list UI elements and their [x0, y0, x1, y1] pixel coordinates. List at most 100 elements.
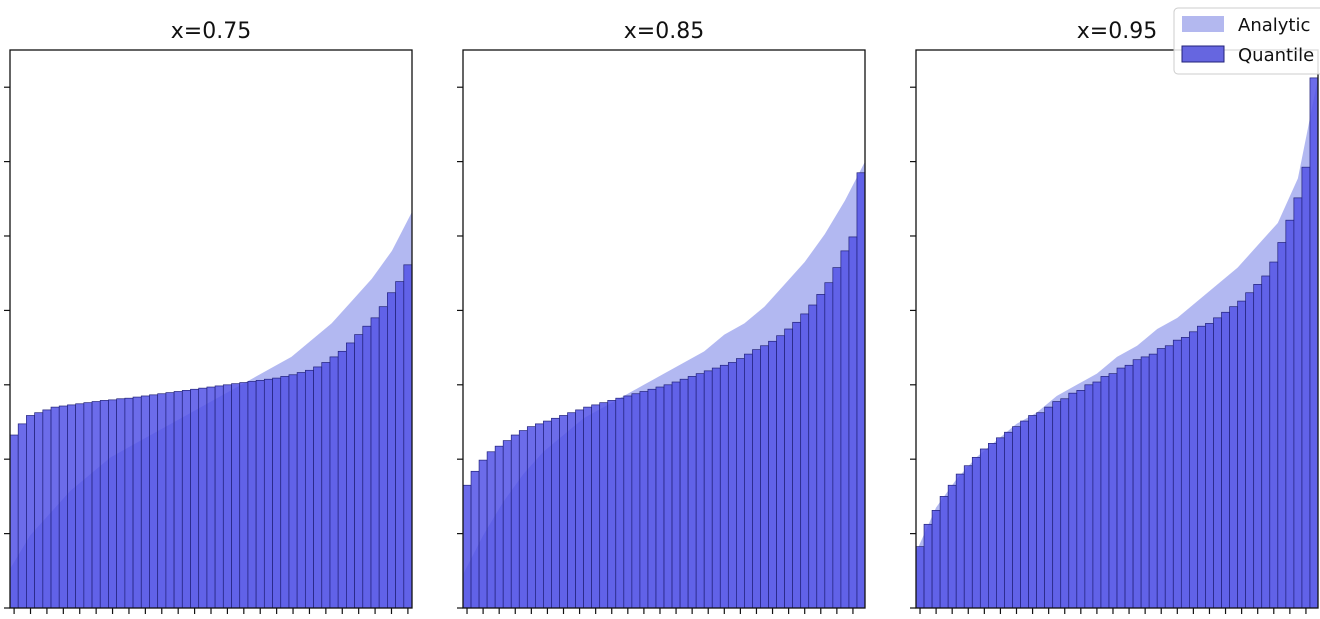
quantile-bar: [808, 304, 818, 609]
quantile-bar: [17, 423, 27, 609]
quantile-bar: [214, 385, 224, 609]
quantile-bar: [173, 391, 183, 609]
quantile-bar: [559, 415, 568, 609]
quantile-bar: [346, 342, 355, 609]
quantile-bar: [631, 393, 641, 609]
quantile-bar: [1084, 384, 1094, 609]
quantile-bar: [988, 443, 997, 609]
quantile-bar: [263, 378, 273, 609]
quantile-bar: [321, 362, 331, 609]
legend-swatch-quantile: [1181, 45, 1225, 63]
quantile-bar: [703, 370, 713, 609]
panel-2: x=0.85: [457, 19, 866, 614]
panel-1-xticks: [13, 608, 409, 614]
quantile-bar: [1092, 381, 1102, 609]
quantile-bar: [1164, 345, 1174, 609]
quantile-bar: [1100, 376, 1110, 609]
quantile-bar: [337, 350, 347, 609]
quantile-bar: [403, 264, 413, 609]
legend: Analytic Quantile: [1173, 7, 1320, 75]
quantile-bar: [760, 345, 769, 609]
quantile-bar: [1052, 401, 1062, 609]
panel-2-frame: [462, 49, 866, 609]
quantile-bar: [140, 395, 150, 609]
quantile-bar: [663, 384, 673, 609]
panel-3: x=0.95: [910, 19, 1319, 614]
panel-1-bar-layer: [9, 264, 413, 609]
quantile-bar: [1253, 284, 1263, 609]
quantile-bar: [776, 335, 785, 609]
quantile-bar: [1245, 292, 1255, 609]
quantile-bar: [486, 451, 496, 609]
quantile-bar: [575, 409, 584, 609]
panel-1-yticks: [4, 86, 10, 609]
quantile-bar: [354, 334, 364, 609]
quantile-bar: [1172, 339, 1182, 609]
quantile-bar: [378, 306, 388, 609]
quantile-bar: [727, 362, 737, 609]
quantile-bar: [615, 397, 625, 609]
quantile-bar: [42, 409, 52, 609]
quantile-bar: [370, 317, 380, 609]
quantile-bar: [157, 393, 167, 609]
quantile-bar: [1076, 390, 1086, 609]
quantile-bar: [768, 340, 777, 609]
quantile-bar: [1004, 431, 1013, 609]
quantile-bar: [1261, 275, 1271, 609]
quantile-bar: [800, 313, 810, 609]
quantile-bar: [1197, 325, 1206, 609]
quantile-bar: [67, 404, 76, 609]
quantile-bar: [840, 250, 850, 609]
quantile-bar: [939, 496, 949, 609]
quantile-bar: [679, 378, 689, 609]
quantile-bar: [329, 356, 339, 609]
quantile-bar: [206, 386, 216, 609]
quantile-bar: [1301, 166, 1311, 609]
quantile-bar: [963, 465, 973, 609]
quantile-bar: [99, 400, 109, 609]
quantile-bar: [34, 412, 44, 609]
quantile-bar: [856, 172, 866, 609]
quantile-bar: [832, 267, 842, 609]
quantile-bar: [687, 376, 697, 609]
panel-1: x=0.75: [4, 19, 413, 614]
quantile-bar: [280, 376, 290, 609]
quantile-bar: [1229, 306, 1238, 609]
quantile-bar: [1132, 359, 1142, 609]
panel-3-bar-layer: [915, 77, 1319, 609]
quantile-bar: [752, 349, 761, 609]
quantile-bar: [647, 388, 657, 609]
panel-3-title: x=0.95: [1077, 19, 1157, 44]
quantile-bar: [50, 406, 60, 609]
quantile-bar: [387, 292, 396, 609]
quantile-bar: [1012, 426, 1021, 609]
quantile-bar: [583, 406, 592, 609]
quantile-bar: [1293, 197, 1303, 609]
quantile-bar: [824, 282, 834, 609]
quantile-bar: [518, 430, 528, 609]
quantile-bar: [1269, 261, 1279, 609]
quantile-bar: [83, 402, 93, 609]
quantile-bar: [996, 437, 1005, 609]
quantile-bar: [915, 546, 925, 609]
quantile-bar: [736, 358, 745, 609]
quantile-bar: [655, 386, 665, 609]
quantile-bar: [1205, 323, 1214, 609]
quantile-bar: [231, 383, 241, 609]
quantile-bar: [1108, 373, 1118, 609]
quantile-bar: [695, 373, 705, 609]
quantile-bar: [1124, 364, 1134, 609]
quantile-bar: [470, 470, 480, 609]
quantile-bar: [1221, 311, 1230, 609]
quantile-bar: [639, 391, 649, 609]
quantile-bar: [1237, 300, 1246, 609]
quantile-bar: [502, 440, 512, 609]
legend-label-quantile: Quantile: [1238, 45, 1314, 66]
quantile-bar: [535, 423, 544, 609]
quantile-bar: [599, 402, 609, 609]
quantile-bar: [591, 404, 601, 609]
quantile-bar: [288, 374, 298, 609]
quantile-bar: [848, 236, 858, 609]
quantile-bar: [1060, 398, 1070, 609]
